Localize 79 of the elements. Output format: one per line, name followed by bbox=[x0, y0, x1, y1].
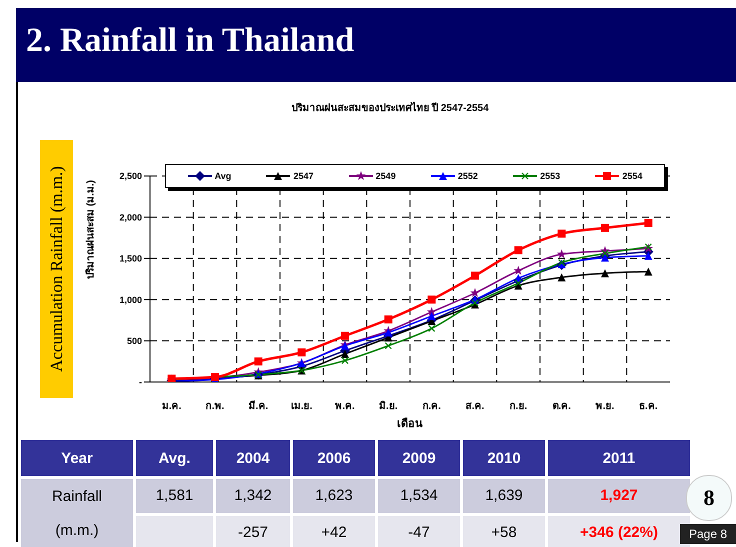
legend-label: 2547 bbox=[292, 171, 314, 181]
text: 1,342 bbox=[216, 479, 290, 512]
text: 2009 bbox=[378, 440, 460, 476]
point bbox=[428, 312, 436, 320]
y-axis-title: ปริมาณฝนสะสม (ม.ม.) bbox=[84, 180, 97, 279]
point bbox=[644, 243, 652, 250]
point bbox=[601, 224, 609, 232]
point bbox=[384, 342, 392, 350]
y-tick-label: 1,500 bbox=[119, 254, 142, 264]
text: 1,623 bbox=[293, 479, 375, 512]
point bbox=[254, 357, 262, 366]
chart-title: 2. Rainfall in Thailand bbox=[26, 22, 354, 60]
text: Page 8 bbox=[680, 524, 736, 544]
text: Year bbox=[21, 440, 133, 476]
x-tick-label: มี.ค. bbox=[248, 400, 268, 412]
text: +42 bbox=[293, 516, 375, 547]
point bbox=[341, 350, 349, 358]
point bbox=[601, 250, 609, 258]
point bbox=[514, 280, 522, 287]
point bbox=[556, 249, 566, 258]
text: (m.m.) bbox=[55, 522, 99, 539]
y-tick-label: - bbox=[139, 377, 142, 388]
text: Accumulation Rainfall (m.m.) bbox=[46, 166, 66, 372]
point bbox=[471, 272, 479, 280]
text: 1,581 bbox=[136, 479, 213, 512]
text: 2011 bbox=[548, 440, 690, 476]
point bbox=[644, 218, 652, 227]
text: -47 bbox=[378, 516, 460, 547]
point bbox=[428, 324, 436, 332]
point bbox=[428, 296, 436, 304]
point bbox=[514, 266, 524, 275]
point bbox=[558, 273, 566, 282]
text: 2010 bbox=[463, 440, 545, 476]
point bbox=[384, 328, 392, 337]
text: 1,927 bbox=[548, 479, 690, 512]
text: 2006 bbox=[293, 440, 375, 476]
x-tick-label: ส.ค. bbox=[466, 401, 484, 412]
x-axis-title: เดือน bbox=[397, 417, 423, 430]
x-tick-label: มิ.ย. bbox=[379, 400, 398, 412]
legend-label: 2554 bbox=[621, 171, 642, 181]
x-tick-label: ก.พ. bbox=[206, 401, 224, 412]
point bbox=[298, 348, 306, 356]
y-tick-label: 2,000 bbox=[119, 212, 142, 222]
text: Rainfall bbox=[52, 488, 102, 505]
point bbox=[601, 269, 609, 278]
x-tick-label: พ.ย. bbox=[596, 401, 614, 412]
point bbox=[384, 315, 392, 324]
legend-label: 2553 bbox=[539, 171, 560, 181]
text: 1,534 bbox=[378, 479, 460, 512]
y-tick-label: 500 bbox=[126, 336, 142, 346]
x-tick-label: พ.ค. bbox=[335, 401, 355, 412]
x-tick-label: ก.ย. bbox=[510, 401, 528, 412]
text: +346 (22%) bbox=[548, 516, 690, 547]
legend-label: 2552 bbox=[456, 171, 478, 181]
text: +58 bbox=[463, 516, 545, 547]
point bbox=[644, 252, 652, 260]
legend-label: Avg bbox=[214, 171, 232, 181]
text: 1,639 bbox=[463, 479, 545, 512]
point bbox=[514, 246, 522, 254]
text: Avg. bbox=[136, 440, 213, 476]
point bbox=[558, 230, 566, 238]
text: 2004 bbox=[216, 440, 290, 476]
point bbox=[644, 268, 652, 276]
x-tick-label: ม.ค. bbox=[162, 401, 182, 412]
point bbox=[341, 332, 349, 340]
x-tick-label: ต.ค. bbox=[552, 401, 572, 412]
x-tick-label: ก.ค. bbox=[422, 401, 442, 412]
legend-label: 2549 bbox=[374, 171, 396, 181]
x-tick-label: เม.ย. bbox=[290, 401, 313, 412]
point bbox=[601, 254, 609, 262]
y-tick-label: 2,500 bbox=[119, 171, 142, 182]
x-tick-label: ธ.ค. bbox=[639, 401, 658, 412]
point bbox=[341, 356, 349, 364]
text: 8 bbox=[686, 475, 732, 521]
point bbox=[470, 288, 480, 298]
point bbox=[471, 299, 479, 306]
chart-subtitle: ปริมาณฝนสะสมของประเทศไทย ปี 2547-2554 bbox=[290, 100, 490, 115]
y-tick-label: 1,000 bbox=[119, 294, 142, 305]
text: -257 bbox=[216, 516, 290, 547]
